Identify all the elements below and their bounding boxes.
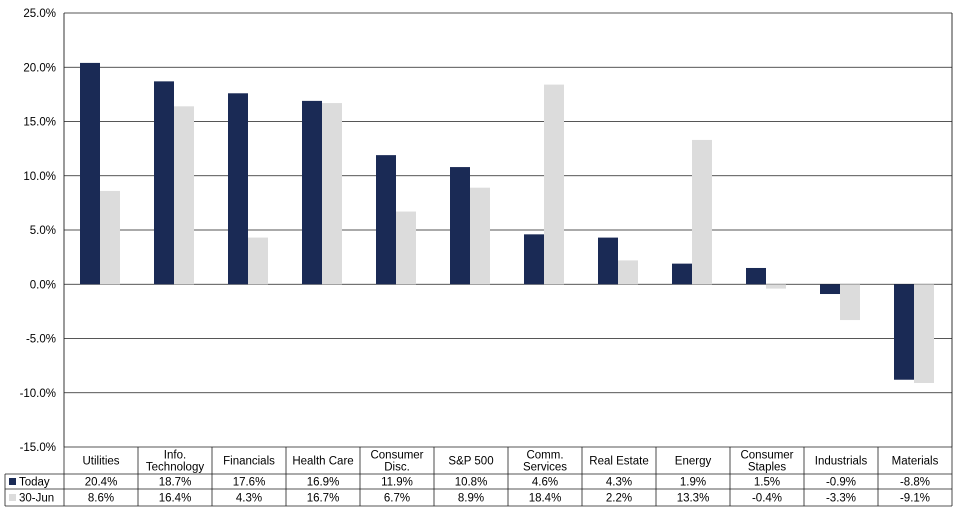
y-axis: 25.0% 20.0% 15.0% 10.0% 5.0% 0.0% -5.0% -10.0% -… (20, 8, 953, 454)
category-label-line: Services (523, 462, 567, 474)
legend-label: Today (19, 477, 50, 489)
data-label: 10.8% (455, 477, 488, 489)
legend-label: 30-Jun (19, 493, 54, 505)
bar-today (302, 100, 322, 285)
data-table: Utilities Info. Technology Financials Health… (4, 447, 953, 507)
bar-today (746, 267, 766, 285)
category-label-line: S&P 500 (448, 456, 493, 468)
y-tick-label: 25.0% (23, 8, 56, 20)
data-label: 16.7% (307, 493, 340, 505)
category-label-line: Real Estate (589, 456, 648, 468)
y-tick-label: 10.0% (23, 171, 56, 183)
data-label: 8.6% (88, 493, 114, 505)
category-label-line: Staples (748, 462, 787, 474)
data-label: -8.8% (900, 477, 930, 489)
gridlines (64, 12, 952, 448)
bar-30-jun (322, 103, 342, 285)
bar-30-jun (174, 106, 194, 285)
legend-key-today (9, 478, 16, 485)
bar-today (820, 284, 840, 295)
category-label-line: Consumer (740, 450, 793, 462)
data-label: 6.7% (384, 493, 410, 505)
y-tick-label: 20.0% (23, 62, 56, 74)
data-label: 2.2% (606, 493, 632, 505)
bar-30-jun (100, 190, 120, 285)
y-tick-label: 5.0% (30, 225, 56, 237)
y-tick-label: -10.0% (20, 388, 56, 400)
bar-30-jun (692, 139, 712, 285)
category-label: Consumer Disc. (370, 450, 423, 474)
category-label: S&P 500 (448, 456, 493, 468)
category-label-line: Materials (892, 456, 939, 468)
data-label: 4.6% (532, 477, 558, 489)
data-label: 1.5% (754, 477, 780, 489)
category-label: Industrials (815, 456, 868, 468)
category-label: Utilities (82, 456, 119, 468)
bar-today (598, 237, 618, 285)
data-label: 4.3% (236, 493, 262, 505)
category-label-line: Info. (164, 450, 186, 462)
category-label-line: Financials (223, 456, 275, 468)
bar-today (80, 62, 100, 285)
bar-30-jun (840, 284, 860, 321)
data-label: 18.7% (159, 477, 192, 489)
data-label: -0.9% (826, 477, 856, 489)
y-tick-label: 0.0% (30, 279, 56, 291)
data-label: 16.9% (307, 477, 340, 489)
category-label-line: Energy (675, 456, 712, 468)
category-label: Health Care (292, 456, 353, 468)
bar-today (672, 263, 692, 285)
y-tick-label: 15.0% (23, 117, 56, 129)
bar-30-jun (396, 211, 416, 285)
category-label-line: Comm. (526, 450, 563, 462)
data-label: 20.4% (85, 477, 118, 489)
data-label: 4.3% (606, 477, 632, 489)
category-label-line: Industrials (815, 456, 868, 468)
bar-today (154, 81, 174, 285)
bar-today (894, 284, 914, 380)
data-label: 11.9% (381, 477, 413, 489)
bars (80, 62, 934, 383)
category-label-line: Consumer (370, 450, 423, 462)
category-label-line: Disc. (384, 462, 410, 474)
category-label-line: Health Care (292, 456, 353, 468)
category-label: Info. Technology (146, 450, 204, 474)
data-label: -3.3% (826, 493, 856, 505)
category-label-line: Technology (146, 462, 204, 474)
data-label: 17.6% (233, 477, 266, 489)
bar-30-jun (248, 237, 268, 285)
bar-30-jun (470, 187, 490, 285)
category-label: Real Estate (589, 456, 648, 468)
category-label: Energy (675, 456, 712, 468)
data-label: 8.9% (458, 493, 484, 505)
category-label: Comm. Services (523, 450, 567, 474)
data-label: 1.9% (680, 477, 706, 489)
legend-key-30-jun (9, 494, 16, 501)
data-label: -9.1% (900, 493, 930, 505)
bar-today (376, 155, 396, 285)
bar-30-jun (914, 284, 934, 383)
category-label: Consumer Staples (740, 450, 793, 474)
data-label: -0.4% (752, 493, 782, 505)
bar-today (450, 167, 470, 285)
category-label-line: Utilities (82, 456, 119, 468)
category-label: Financials (223, 456, 275, 468)
bar-30-jun (766, 284, 786, 289)
data-label: 16.4% (159, 493, 192, 505)
bar-30-jun (618, 260, 638, 285)
y-tick-label: -15.0% (20, 442, 56, 454)
bar-30-jun (544, 84, 564, 285)
y-tick-label: -5.0% (26, 334, 56, 346)
category-label: Materials (892, 456, 939, 468)
bar-today (524, 234, 544, 285)
data-label: 18.4% (529, 493, 562, 505)
data-label: 13.3% (677, 493, 710, 505)
bar-today (228, 93, 248, 285)
